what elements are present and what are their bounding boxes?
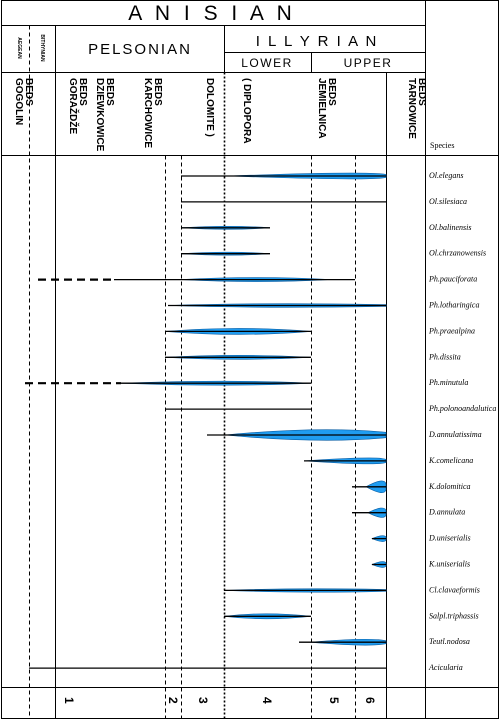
species-name: Ph.lotharingica (428, 301, 479, 310)
species-range (207, 429, 387, 441)
species-name: D.uniserialis (428, 534, 471, 543)
formation-label-gogolin: BEDS (23, 78, 34, 106)
formation-label-karchowice: BEDS (152, 78, 163, 106)
species-range (352, 480, 387, 493)
species-name: D.annulata (428, 508, 465, 517)
species-range (180, 251, 271, 256)
species-column-header: Species (430, 141, 454, 150)
zone-number: 3 (196, 697, 210, 704)
species-name: Ph.dissita (428, 352, 461, 361)
formation-label-diplopora: ( DIPLOPORA (241, 78, 252, 144)
formation-label-dziewkowice: DZIEWKOWICE (94, 78, 105, 152)
species-range (299, 638, 387, 646)
species-name: Ol.elegans (429, 171, 463, 180)
species-name: Acicularia (428, 663, 463, 672)
subdivision-upper: UPPER (344, 56, 393, 70)
species-name: Ph.pauciforata (428, 275, 477, 284)
species-name: Ol.silesiaca (429, 197, 467, 206)
formation-label-gorazdze: BEDS (77, 78, 88, 106)
species-names: Ol.elegans Ol.silesiaca Ol.balinensis Ol.ch… (428, 171, 496, 672)
formation-label-gogolin: GOGOLIN (13, 78, 24, 125)
species-name: K.uniserialis (428, 560, 470, 569)
formation-label-jemielnica: BEDS (326, 78, 337, 106)
species-range (25, 380, 312, 386)
species-range (352, 507, 387, 518)
species-range (167, 303, 387, 308)
formation-label-gorazdze: GORAŽDŽE (67, 78, 80, 134)
substage-pelsonian: PELSONIAN (88, 41, 192, 58)
species-name: Ol.balinensis (429, 223, 471, 232)
species-range (181, 172, 387, 180)
formation-label-jemielnica: JEMIELNICA (316, 78, 327, 139)
zone-number: 5 (327, 697, 341, 704)
formation-label-karchowice: KARCHOWICE (142, 78, 153, 148)
species-name: Ph.polonoandalutica (428, 404, 496, 413)
zone-number: 1 (62, 697, 76, 704)
species-name: Salpl.triphassis (429, 611, 479, 620)
substage-aegean: AEGEAN (16, 37, 22, 59)
zone-number: 4 (260, 697, 274, 704)
formation-label-tarnowice: TARNOWICE (406, 78, 417, 139)
species-range (164, 328, 312, 335)
species-range (371, 535, 387, 542)
species-name: Ol.chrzanowensis (429, 249, 486, 258)
zone-number: 2 (166, 697, 180, 704)
substage-illyrian: I L L Y R I A N (256, 33, 379, 50)
species-name: D.annulatissima (428, 430, 482, 439)
subdivision-lower: LOWER (241, 56, 293, 70)
species-name: Ph.praealpina (428, 326, 475, 335)
species-range (224, 588, 387, 593)
species-name: Cl.clavaeformis (429, 585, 480, 594)
species-name: Teutl.nodosa (429, 637, 470, 646)
species-name: Ph.minutula (428, 378, 468, 387)
zone-number: 6 (363, 697, 377, 704)
species-range (164, 355, 312, 360)
species-range (223, 613, 312, 620)
formation-label-tarnowice: BEDS (416, 78, 427, 106)
formation-labels: GOGOLIN BEDS GORAŽDŽE BEDS DZIEWKOWICE BEDS KA… (13, 78, 427, 152)
formation-label-dziewkowice: BEDS (104, 78, 115, 106)
substage-bithynian: BITHYNIAN (39, 34, 45, 62)
species-name: K.dolomitica (428, 482, 471, 491)
species-range (371, 561, 387, 568)
species-range (180, 226, 271, 230)
zone-numbers: 1 2 3 4 5 6 (62, 697, 377, 704)
species-ranges (25, 172, 387, 669)
species-range (38, 277, 355, 282)
species-range (303, 457, 387, 465)
stage-title: A N I S I A N (128, 2, 296, 25)
species-name: K.comelicana (428, 456, 473, 465)
formation-label-dolomite: DOLOMITE ) (204, 78, 215, 137)
